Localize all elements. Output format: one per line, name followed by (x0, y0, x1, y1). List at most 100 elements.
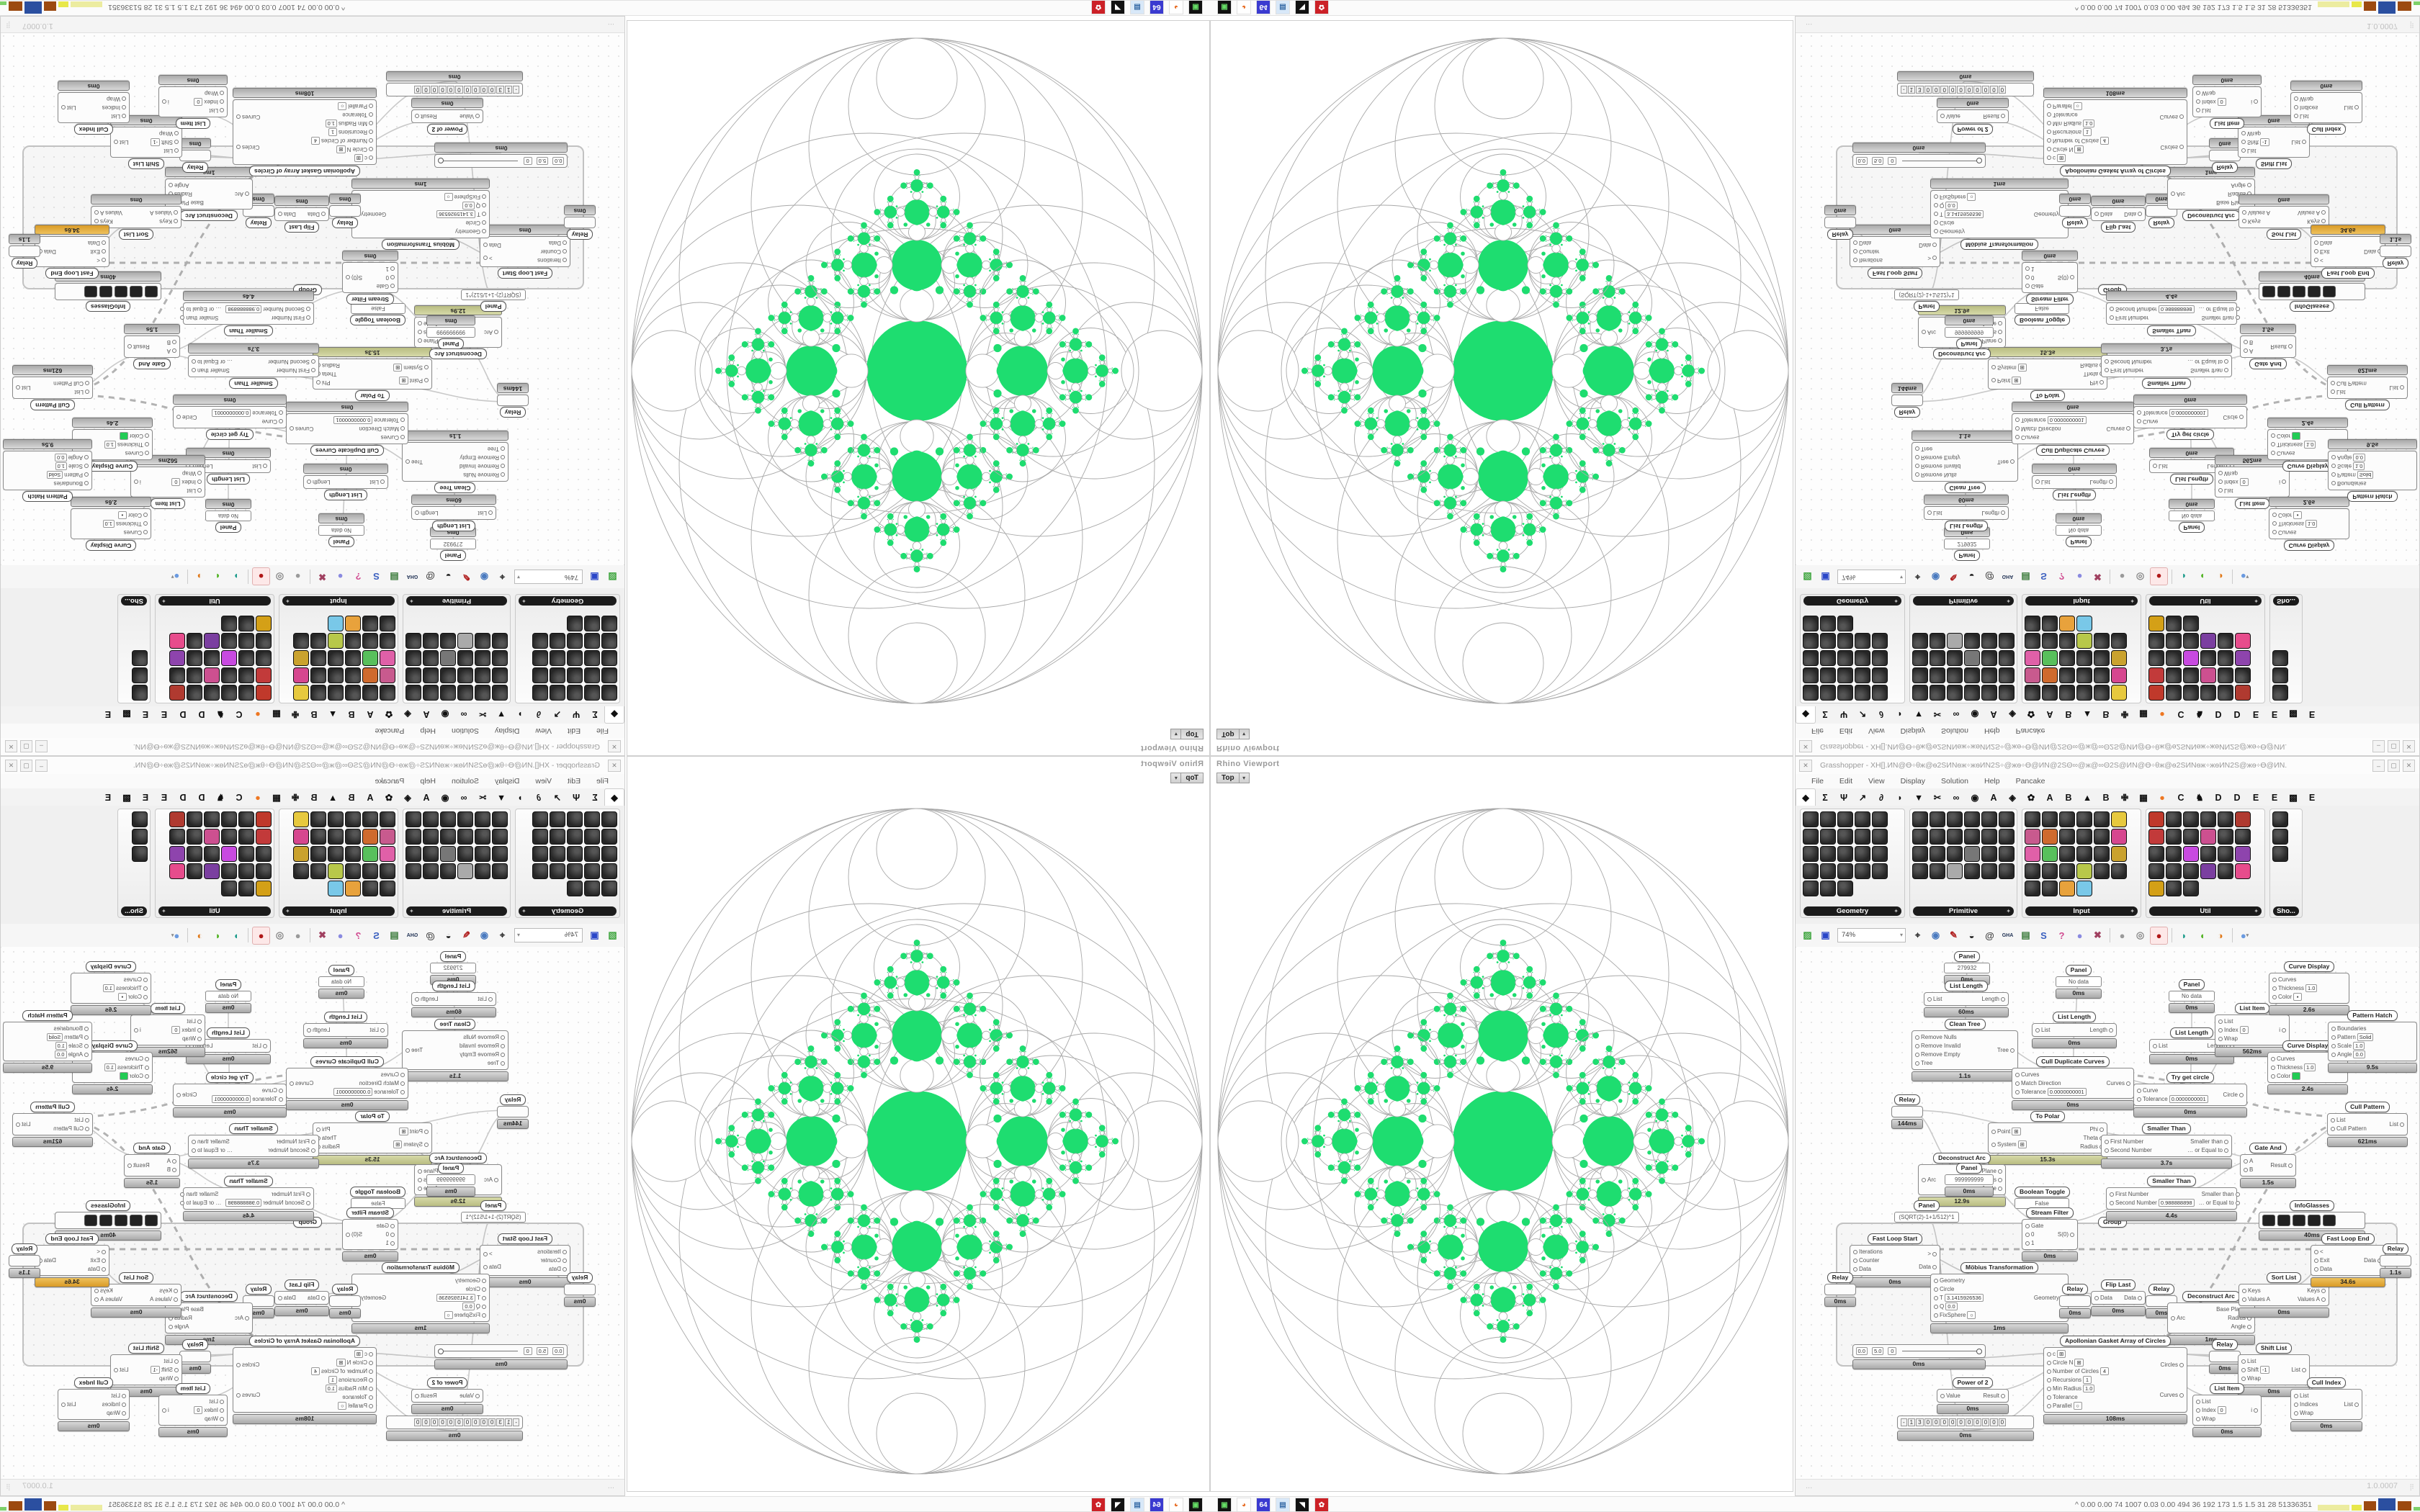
node-body[interactable]: Value Result (1937, 109, 2009, 123)
tab-14[interactable]: B (2065, 709, 2072, 719)
component-icon[interactable] (2042, 829, 2058, 845)
node-body[interactable]: Value Result (1937, 1389, 2009, 1403)
node-body[interactable]: Value Result (411, 109, 483, 123)
output-port[interactable]: Smaller than (192, 1138, 233, 1146)
input-port[interactable]: Arc (235, 1314, 249, 1322)
tab-0[interactable]: ◆ (604, 788, 624, 806)
component-icon[interactable] (1855, 829, 1870, 845)
component-icon[interactable] (1855, 685, 1870, 701)
component-icon[interactable] (380, 881, 395, 896)
output-port[interactable]: Tree (1997, 458, 2015, 466)
input-port[interactable]: c ⊞ (2047, 154, 2109, 162)
component-icon[interactable] (2059, 811, 2075, 827)
at-doc-icon[interactable]: @ (1985, 930, 1994, 941)
node-flip-last[interactable]: Flip Last Data Data 0ms (2091, 1279, 2146, 1316)
component-icon[interactable] (362, 829, 378, 845)
component-icon[interactable] (2025, 811, 2040, 827)
panel-label[interactable]: Geometry ✦ (519, 906, 617, 916)
sketch-pen-icon[interactable]: ✎ (1950, 572, 1958, 582)
component-icon[interactable] (584, 846, 600, 862)
tab-21[interactable]: ♞ (216, 793, 225, 803)
output-port[interactable]: i (134, 1026, 141, 1034)
component-icon[interactable] (2183, 633, 2199, 649)
maximize-icon[interactable]: ▢ (2388, 740, 2400, 752)
node-title[interactable]: Relay (1894, 1094, 1921, 1105)
component-icon[interactable] (1912, 650, 1928, 666)
node-body[interactable]: List Indices Wrap List (2290, 1389, 2362, 1420)
node-title[interactable]: Smaller Than (2142, 1123, 2191, 1134)
component-icon[interactable] (256, 863, 272, 879)
slider-body[interactable]: 0.0 5.0 0 (434, 154, 568, 168)
component-icon[interactable] (2235, 633, 2251, 649)
component-icon[interactable] (584, 616, 600, 631)
node-title[interactable]: Relay (2148, 1284, 2175, 1295)
node-title[interactable]: Boolean Toggle (2015, 315, 2071, 325)
node-panel[interactable]: Panel No data 0ms (2056, 965, 2102, 999)
component-icon[interactable] (567, 829, 583, 845)
component-icon[interactable] (1947, 685, 1963, 701)
input-port[interactable]: Match Direction (2015, 425, 2087, 433)
tab-20[interactable]: C (236, 793, 243, 803)
component-icon[interactable] (405, 811, 421, 827)
infoglasses-body[interactable] (2259, 1212, 2365, 1229)
save-file-icon[interactable]: ▣ (1821, 930, 1830, 940)
node-title[interactable]: Curve Display (86, 461, 138, 472)
output-port[interactable]: Keys (94, 1287, 122, 1295)
input-port[interactable]: List (102, 112, 126, 120)
node-smaller-than[interactable]: Smaller Than First Number Second Number Sma… (188, 1123, 319, 1169)
node-fast-loop-end[interactable]: Fast Loop End < Exit Data Data 34.6s (2311, 225, 2385, 279)
node-gate-and[interactable]: Gate And A B Result 1.5s (124, 324, 180, 369)
node-flip-last[interactable]: Flip Last Data Data 0ms (274, 1279, 329, 1316)
node-cull-duplicate-curves[interactable]: Cull Duplicate Curves Curves Match Directi… (286, 402, 408, 456)
node-body[interactable]: List Indices Wrap List (58, 1389, 130, 1420)
relay-body[interactable] (497, 1106, 529, 1117)
input-port[interactable]: Match Direction (333, 1079, 405, 1087)
node-title[interactable]: Sort List (118, 1272, 154, 1283)
component-icon[interactable] (256, 881, 272, 896)
node-value[interactable]: 279932 (1944, 963, 1990, 973)
floppy-64-icon[interactable]: 64 (1256, 1498, 1270, 1512)
component-icon[interactable] (238, 633, 254, 649)
preview-eye-icon[interactable]: ◉ (480, 572, 489, 582)
output-port[interactable]: Values A (94, 1295, 122, 1303)
node-panel[interactable]: Panel (SQRT(2)-1+1/512)^1 (461, 1200, 526, 1223)
tab-15[interactable]: ▲ (2082, 709, 2092, 719)
tab-26[interactable]: ▩ (2289, 793, 2298, 803)
node-curve-display[interactable]: Curve Display Curves Thickness 1.0 Color ▪ 2.6… (2269, 961, 2349, 1015)
search-s-icon[interactable]: S (373, 930, 380, 941)
component-icon[interactable] (2111, 863, 2127, 879)
component-icon[interactable] (2094, 811, 2110, 827)
component-icon[interactable] (457, 650, 473, 666)
package-icon[interactable]: ? (355, 930, 362, 941)
output-port[interactable]: S(0) (2058, 274, 2074, 282)
component-icon[interactable] (1964, 650, 1980, 666)
node-panel[interactable]: Panel 279932 0ms (430, 951, 476, 985)
component-icon[interactable] (362, 811, 378, 827)
tab-14[interactable]: B (348, 709, 355, 719)
close-icon[interactable]: ✕ (1799, 760, 1812, 772)
gha-doc-icon[interactable]: GHA (406, 574, 418, 580)
node-title[interactable]: Boolean Toggle (349, 1187, 405, 1197)
node-body[interactable]: Remove Nulls Remove Invalid Remove Empty Tr… (402, 442, 508, 482)
node-pattern-hatch[interactable]: Pattern Hatch Boundaries Pattern Solid Scale… (2328, 1010, 2417, 1073)
component-icon[interactable] (567, 633, 583, 649)
node-curve-display[interactable]: Curve Display Curves Thickness 1.0 Color ▪ 2.6… (71, 497, 151, 551)
panel-expand-icon[interactable]: ✦ (285, 908, 290, 914)
node-title[interactable]: To Polar (355, 390, 390, 401)
window-buttons[interactable]: – ▢ ✕ (2372, 760, 2415, 772)
relay-body[interactable] (2209, 1351, 2241, 1362)
input-port[interactable]: Remove Invalid (460, 462, 505, 470)
tab-10[interactable]: A (1990, 709, 1997, 719)
input-port[interactable]: List (2153, 462, 2167, 470)
output-port[interactable]: > (483, 254, 501, 262)
node-apollonian-gasket-array-of-circles[interactable]: Apollonian Gasket Array of Circles c ⊞ Circ… (233, 88, 377, 176)
resize-grip-icon[interactable]: ⡿ (5, 22, 11, 29)
component-icon[interactable] (1855, 650, 1870, 666)
output-port[interactable]: Circles (2160, 1361, 2184, 1369)
component-icon[interactable] (256, 846, 272, 862)
node-relay[interactable]: Relay 0ms (2059, 194, 2091, 228)
output-port[interactable]: Length (415, 509, 438, 517)
component-icon[interactable] (492, 650, 508, 666)
